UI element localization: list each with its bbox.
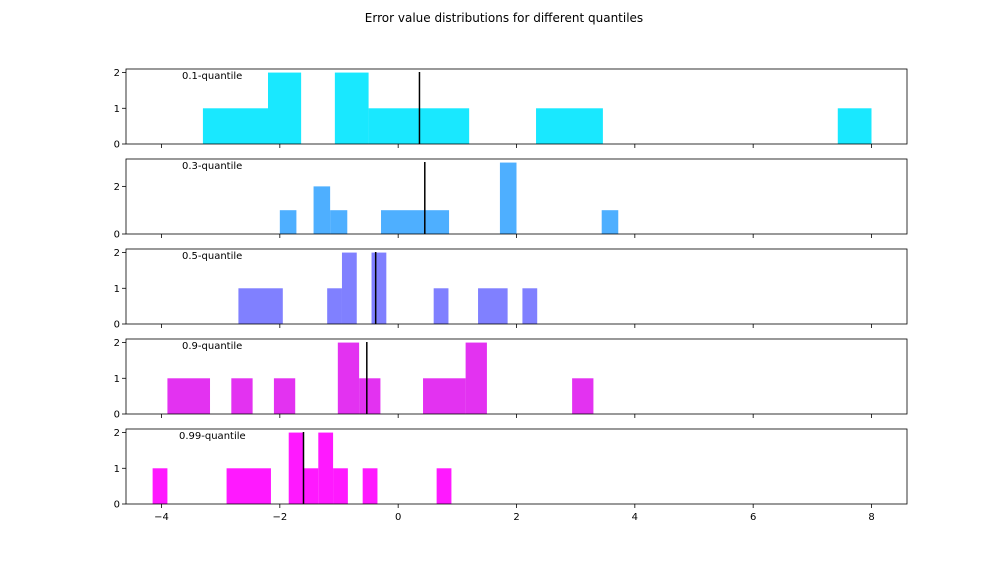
x-tick-label: 0 (395, 512, 401, 523)
x-tick-label: −4 (154, 512, 169, 523)
histogram-bar (330, 210, 348, 234)
histogram-bar (167, 378, 211, 414)
y-tick-label: 0 (114, 410, 120, 421)
panel-2: 0 2 0.3-quantile (114, 158, 908, 241)
histogram-bar (202, 108, 268, 144)
y-tick-label: 0 (114, 500, 120, 511)
panel-4: 0 1 2 0.9-quantile (114, 338, 908, 421)
histogram-bar (303, 468, 319, 504)
x-tick-label: 8 (868, 512, 874, 523)
histogram-bar (327, 288, 342, 324)
y-tick-label: 1 (114, 464, 120, 475)
histogram-bar (238, 288, 283, 324)
y-tick-label: 1 (114, 374, 120, 385)
chart-title: Error value distributions for different … (365, 11, 643, 25)
y-tick-label: 2 (114, 248, 120, 259)
y-tick-label: 2 (114, 182, 120, 193)
y-tick-label: 0 (114, 320, 120, 331)
y-tick-label: 0 (114, 140, 120, 151)
histogram-bar (334, 72, 369, 144)
histogram-bar (273, 378, 296, 414)
x-tick-label: 6 (750, 512, 756, 523)
histogram-bar (837, 108, 872, 144)
histogram-bar (371, 252, 387, 324)
y-tick-label: 0 (114, 230, 120, 241)
histogram-bar (231, 378, 253, 414)
histogram-bar (288, 432, 304, 504)
panel-label: 0.9-quantile (182, 341, 242, 352)
histogram-bar (359, 378, 381, 414)
histogram-bar (318, 432, 334, 504)
panel-1: 0 1 2 0.1-quantile (114, 68, 908, 151)
panel-label: 0.99-quantile (179, 431, 246, 442)
histogram-bar (601, 210, 619, 234)
y-tick-label: 2 (114, 68, 120, 79)
panel-3: 0 1 2 0.5-quantile (114, 248, 908, 331)
histogram-bar (465, 342, 487, 414)
panel-label: 0.3-quantile (182, 161, 242, 172)
histogram-bar (522, 288, 538, 324)
panel-label: 0.5-quantile (182, 251, 242, 262)
histogram-bar (478, 288, 508, 324)
histogram-bar (337, 342, 360, 414)
histogram-bar (333, 468, 348, 504)
histogram-bar (279, 210, 297, 234)
panel-5: 0 1 2 −4 −2 0 2 4 6 8 0.99-quantile (114, 428, 908, 523)
y-tick-label: 2 (114, 428, 120, 439)
y-tick-label: 2 (114, 338, 120, 349)
x-tick-label: −2 (272, 512, 287, 523)
histogram-bar (536, 108, 603, 144)
histogram-panels: 0 1 2 0.1-quantile 0 2 0.3-quantile 0 1 2 0.5-quan… (114, 68, 908, 523)
y-tick-label: 1 (114, 104, 120, 115)
histogram-bar (572, 378, 594, 414)
histogram-bar (268, 72, 302, 144)
histogram-bar (499, 162, 517, 234)
histogram-bar (341, 252, 357, 324)
histogram-bar (226, 468, 271, 504)
histogram-bar (436, 468, 452, 504)
panel-label: 0.1-quantile (182, 71, 242, 82)
histogram-bar (381, 210, 450, 234)
histogram-bar (433, 288, 449, 324)
histogram-bar (313, 186, 331, 234)
x-tick-label: 2 (513, 512, 519, 523)
x-tick-label: 4 (632, 512, 638, 523)
histogram-bar (423, 378, 466, 414)
y-tick-label: 1 (114, 284, 120, 295)
histogram-bar (362, 468, 378, 504)
histogram-bar (152, 468, 168, 504)
